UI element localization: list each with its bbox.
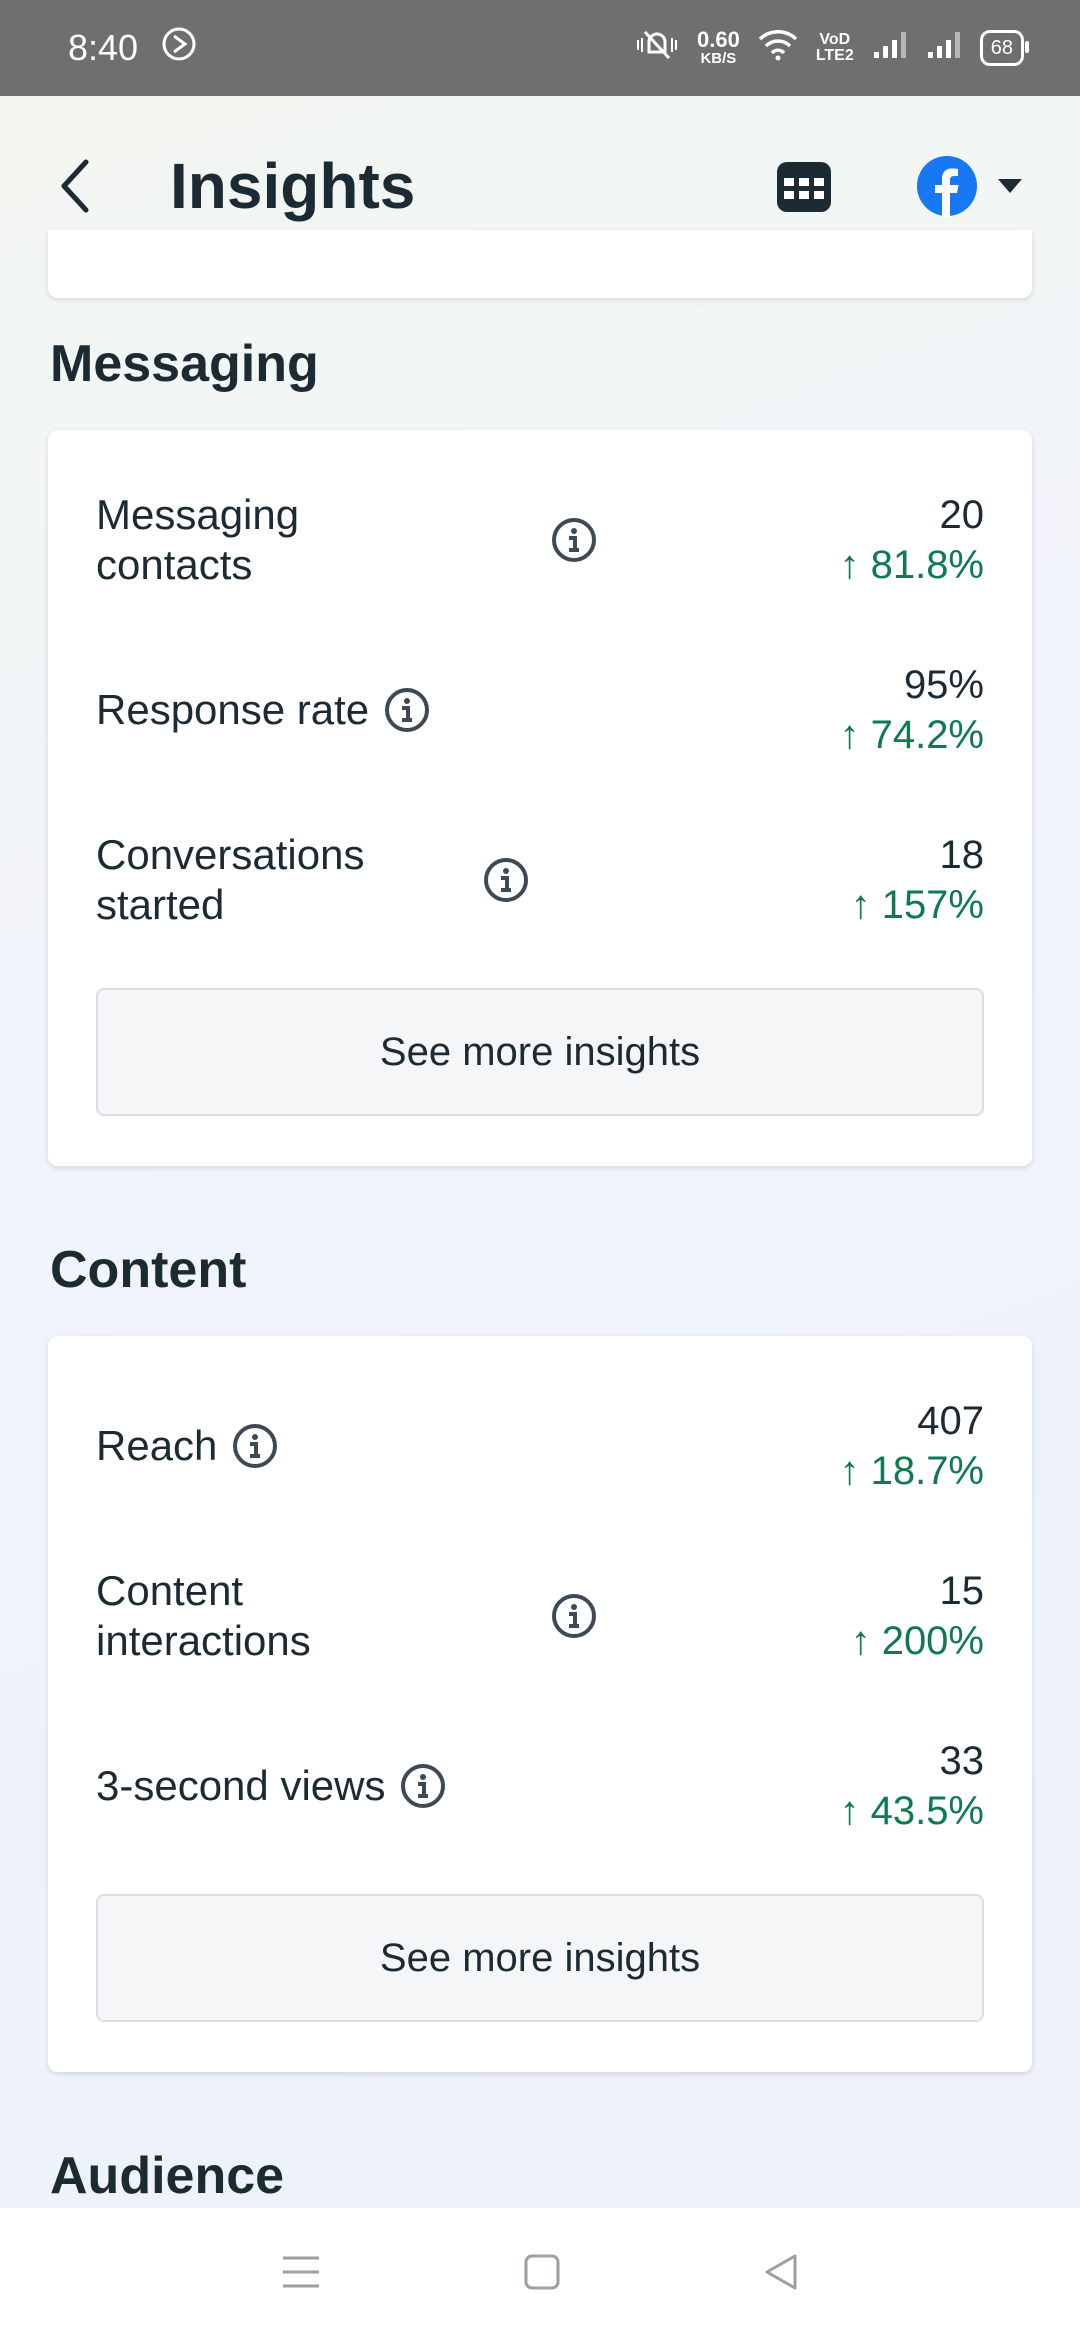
info-icon[interactable] xyxy=(383,686,431,734)
metric-value: 18 xyxy=(939,833,985,877)
metric-values: 95% ↑ 74.2% xyxy=(839,660,984,760)
page-title: Insights xyxy=(170,150,416,222)
metric-value: 95% xyxy=(903,663,984,707)
metric-values: 15 ↑ 200% xyxy=(851,1566,984,1666)
triangle-back-icon xyxy=(765,2254,797,2289)
metric-values: 18 ↑ 157% xyxy=(851,830,984,930)
metric-content-interactions: Content interactions 15 ↑ 200% xyxy=(96,1566,984,1666)
section-title-content: Content xyxy=(50,1241,247,1299)
info-icon[interactable] xyxy=(550,1592,598,1640)
signal-icon-2 xyxy=(926,30,962,67)
content-card: Reach 407 ↑ 18.7% Content interactions 1… xyxy=(48,1336,1032,2072)
section-title-audience: Audience xyxy=(50,2147,285,2205)
info-icon[interactable] xyxy=(231,1422,279,1470)
metric-reach: Reach 407 ↑ 18.7% xyxy=(96,1396,984,1496)
metric-values: 407 ↑ 18.7% xyxy=(839,1396,984,1496)
metric-value: 407 xyxy=(917,1399,984,1443)
chevron-left-icon xyxy=(61,159,89,213)
signal-icon xyxy=(872,30,908,67)
wifi-icon xyxy=(758,29,798,68)
metric-value: 15 xyxy=(939,1569,985,1613)
metric-label: Response rate xyxy=(96,686,370,733)
status-time: 8:40 xyxy=(68,27,139,68)
metric-label: 3-second views xyxy=(96,1762,386,1809)
see-more-insights-button[interactable]: See more insights xyxy=(96,988,984,1116)
status-bar: 8:40 0.60 KB/S VoD LTE2 68 xyxy=(0,0,1080,96)
metric-label: Messaging contacts xyxy=(96,491,300,588)
menu-nav-button[interactable] xyxy=(279,2252,323,2297)
metric-label: Reach xyxy=(96,1422,218,1469)
menu-icon xyxy=(283,2256,320,2287)
messaging-card: Messaging contacts 20 ↑ 81.8% Response r… xyxy=(48,430,1032,1166)
back-button[interactable] xyxy=(56,146,116,226)
home-nav-button[interactable] xyxy=(522,2252,562,2297)
metric-change: ↑ 157% xyxy=(850,883,984,927)
calendar-icon xyxy=(777,162,831,212)
mute-icon xyxy=(635,28,679,69)
metric-values: 33 ↑ 43.5% xyxy=(839,1736,984,1836)
info-icon[interactable] xyxy=(399,1762,447,1810)
square-icon xyxy=(524,2254,560,2289)
header: Insights xyxy=(0,96,1080,276)
network-speed: 0.60 KB/S xyxy=(696,27,740,67)
metric-change: ↑ 81.8% xyxy=(839,543,984,587)
previous-card xyxy=(48,230,1032,298)
facebook-icon xyxy=(917,156,977,217)
metric-value: 33 xyxy=(939,1739,985,1783)
info-icon[interactable] xyxy=(482,856,530,904)
metric-change: ↑ 43.5% xyxy=(839,1789,984,1833)
metric-value: 20 xyxy=(939,493,985,537)
metric-messaging-contacts: Messaging contacts 20 ↑ 81.8% xyxy=(96,490,984,590)
volte-indicator: VoD LTE2 xyxy=(815,31,854,64)
metric-label: Conversations started xyxy=(96,831,365,928)
see-more-insights-button[interactable]: See more insights xyxy=(96,1894,984,2022)
section-title-messaging: Messaging xyxy=(50,335,319,393)
metric-change: ↑ 200% xyxy=(850,1619,984,1663)
info-icon[interactable] xyxy=(550,516,598,564)
metric-conversations-started: Conversations started 18 ↑ 157% xyxy=(96,830,984,930)
calendar-button[interactable] xyxy=(774,156,834,216)
account-switcher[interactable] xyxy=(916,155,1024,217)
metric-label: Content interactions xyxy=(96,1567,311,1664)
media-icon xyxy=(160,25,198,72)
system-nav-bar xyxy=(0,2208,1080,2340)
metric-change: ↑ 74.2% xyxy=(839,713,984,757)
battery-indicator: 68 xyxy=(979,30,1030,66)
caret-down-icon xyxy=(998,179,1022,193)
metric-change: ↑ 18.7% xyxy=(839,1449,984,1493)
metric-3-second-views: 3-second views 33 ↑ 43.5% xyxy=(96,1736,984,1836)
metric-values: 20 ↑ 81.8% xyxy=(839,490,984,590)
metric-response-rate: Response rate 95% ↑ 74.2% xyxy=(96,660,984,760)
back-nav-button[interactable] xyxy=(761,2252,801,2297)
